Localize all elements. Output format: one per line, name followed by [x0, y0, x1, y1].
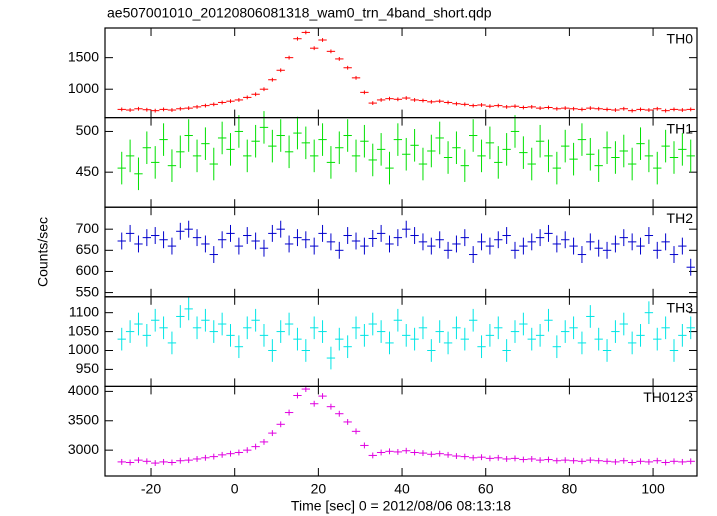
- x-tick-label: -20: [141, 481, 161, 497]
- y-axis-label: Counts/sec: [35, 217, 51, 287]
- series: [117, 297, 695, 370]
- y-tick-label: 600: [76, 262, 100, 278]
- panel-label: TH0123: [643, 389, 693, 405]
- x-tick-label: 80: [562, 481, 578, 497]
- panel-frame: [104, 385, 698, 477]
- y-tick-label: 1500: [68, 48, 99, 64]
- chart-title: ae507001010_20120806081318_wam0_trn_4ban…: [107, 5, 492, 21]
- series: [117, 386, 695, 467]
- panel-frame: [104, 27, 698, 119]
- panel-label: TH3: [667, 300, 694, 316]
- y-tick-label: 4000: [68, 382, 99, 398]
- y-tick-label: 1000: [68, 80, 99, 96]
- x-tick-label: 0: [231, 481, 239, 497]
- y-tick-label: 500: [76, 122, 100, 138]
- y-tick-label: 1000: [68, 341, 99, 357]
- x-tick-label: 40: [394, 481, 410, 497]
- panel-label: TH0: [667, 31, 694, 47]
- panel-frame: [104, 116, 698, 208]
- y-tick-label: 550: [76, 283, 100, 299]
- x-tick-label: 100: [641, 481, 665, 497]
- y-tick-label: 3000: [68, 441, 99, 457]
- y-tick-label: 1100: [69, 303, 99, 319]
- x-tick-label: 60: [478, 481, 494, 497]
- panel-label: TH1: [667, 120, 694, 136]
- y-tick-label: 650: [76, 241, 100, 257]
- series: [117, 30, 695, 113]
- series: [117, 220, 695, 276]
- y-tick-label: 700: [76, 220, 100, 236]
- y-tick-label: 1050: [68, 322, 99, 338]
- panel-frame: [104, 206, 698, 298]
- series: [117, 111, 695, 191]
- y-tick-label: 950: [76, 360, 100, 376]
- x-tick-label: 20: [311, 481, 327, 497]
- y-tick-label: 3500: [68, 411, 99, 427]
- panel-frame: [104, 296, 698, 387]
- panel-label: TH2: [667, 210, 694, 226]
- y-tick-label: 450: [76, 163, 100, 179]
- x-axis-label: Time [sec] 0 = 2012/08/06 08:13:18: [291, 498, 511, 514]
